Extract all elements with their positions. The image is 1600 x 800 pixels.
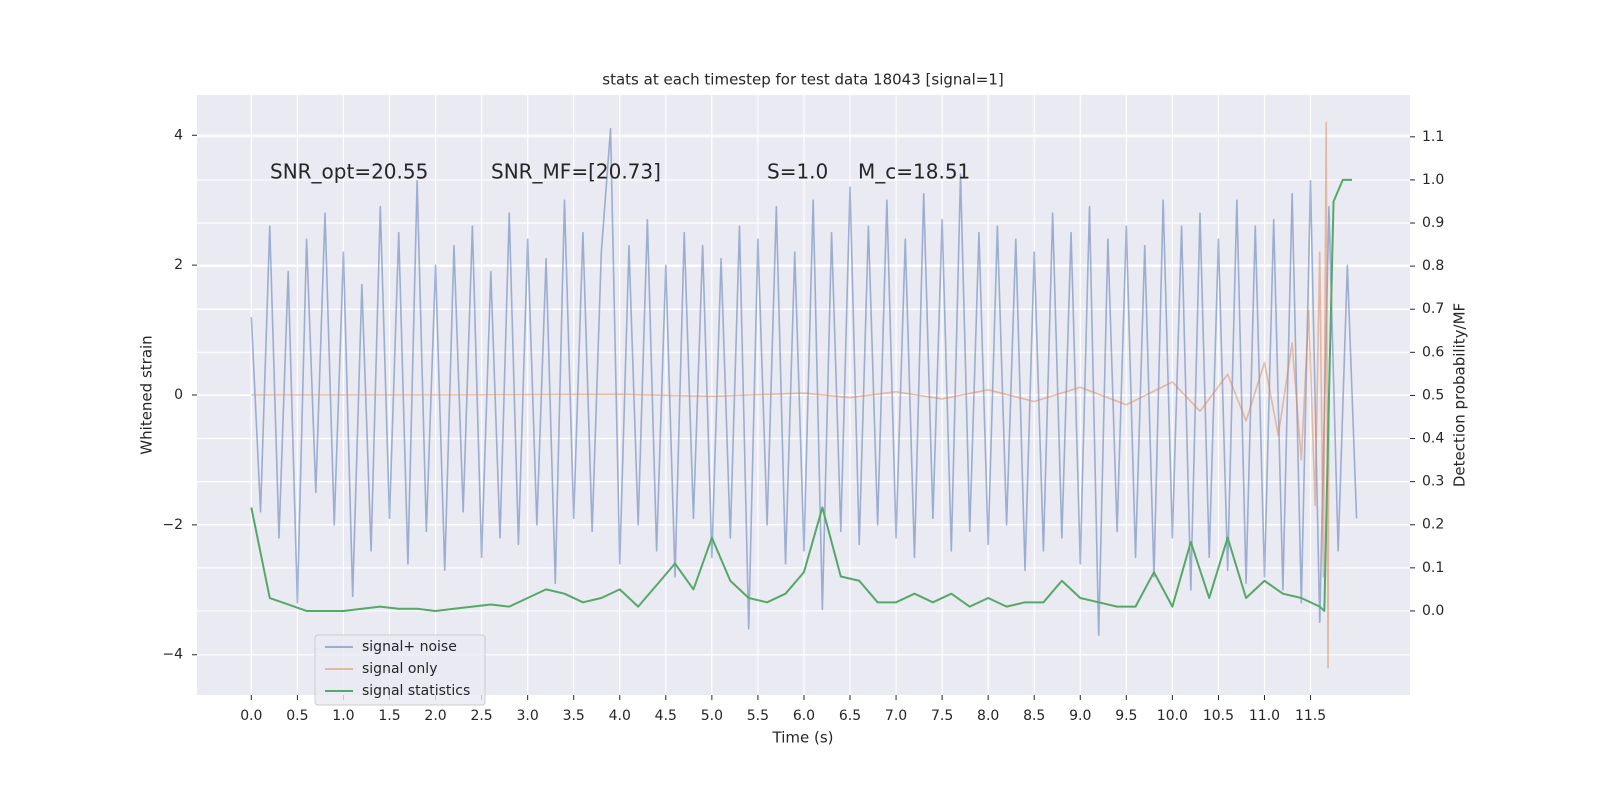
x-tick-label: 11.0 [1249, 708, 1280, 724]
annotation: SNR_opt=20.55 [270, 160, 428, 184]
y-tick-label: 4 [174, 127, 183, 143]
annotation: SNR_MF=[20.73] [491, 160, 661, 184]
x-tick-label: 4.5 [655, 708, 677, 724]
x-tick-label: 8.0 [977, 708, 999, 724]
y2-tick-label: 0.5 [1422, 387, 1444, 403]
x-tick-label: 9.5 [1115, 708, 1137, 724]
y-tick-label: −4 [162, 647, 183, 663]
x-tick-label: 4.0 [609, 708, 631, 724]
y-tick-label: 2 [174, 257, 183, 273]
y2-tick-label: 0.8 [1422, 258, 1444, 274]
labels: 0.0 0.5 1.0 1.5 2.0 2.5 3.0 3.5 4.0 4.5 5.0 5.5 6.0 6… [162, 127, 1444, 724]
x-tick-label: 9.0 [1069, 708, 1091, 724]
y2-tick-label: 0.0 [1422, 603, 1444, 619]
x-tick-label: 6.0 [793, 708, 815, 724]
x-tick-label: 2.0 [424, 708, 446, 724]
x-tick-label: 0.5 [286, 708, 308, 724]
y2-tick-label: 0.1 [1422, 560, 1444, 576]
y2-tick-label: 1.0 [1422, 172, 1444, 188]
marks [250, 121, 1358, 669]
series-line [250, 178, 1352, 612]
legend: signal+ noise signal only signal statistic… [314, 634, 486, 706]
x-axis-label: Time (s) [772, 729, 834, 747]
y2-tick-label: 0.9 [1422, 215, 1444, 231]
y2-tick-label: 1.1 [1422, 129, 1444, 145]
annotation: M_c=18.51 [858, 160, 970, 184]
x-tick-label: 1.0 [332, 708, 354, 724]
x-tick-label: 8.5 [1023, 708, 1045, 724]
x-tick-label: 10.5 [1203, 708, 1234, 724]
x-tick-label: 5.5 [747, 708, 769, 724]
legend-label: signal statistics [362, 683, 470, 699]
y2-axis-label: Detection probability/MF [1451, 303, 1469, 487]
y-tick-label: −2 [162, 517, 183, 533]
y2-tick-label: 0.6 [1422, 344, 1444, 360]
x-tick-label: 2.5 [470, 708, 492, 724]
x-tick-label: 3.0 [517, 708, 539, 724]
series-line [250, 127, 1358, 637]
x-tick-label: 7.0 [885, 708, 907, 724]
chart-title: stats at each timestep for test data 180… [602, 71, 1003, 89]
x-tick-label: 7.5 [931, 708, 953, 724]
y2-tick-label: 0.7 [1422, 301, 1444, 317]
series-line [251, 121, 1330, 669]
y-tick-label: 0 [174, 387, 183, 403]
y2-tick-label: 0.3 [1422, 474, 1444, 490]
legend-label: signal only [362, 661, 437, 677]
x-tick-label: 5.0 [701, 708, 723, 724]
annotation: S=1.0 [767, 160, 828, 184]
y2-tick-label: 0.4 [1422, 431, 1444, 447]
y-axis-label: Whitened strain [138, 335, 156, 454]
x-tick-label: 1.5 [378, 708, 400, 724]
x-tick-label: 11.5 [1295, 708, 1326, 724]
x-tick-label: 3.5 [563, 708, 585, 724]
x-tick-label: 0.0 [240, 708, 262, 724]
x-tick-label: 10.0 [1157, 708, 1188, 724]
y2-tick-label: 0.2 [1422, 517, 1444, 533]
legend-label: signal+ noise [362, 639, 457, 655]
x-tick-label: 6.5 [839, 708, 861, 724]
legend-box [314, 634, 486, 706]
